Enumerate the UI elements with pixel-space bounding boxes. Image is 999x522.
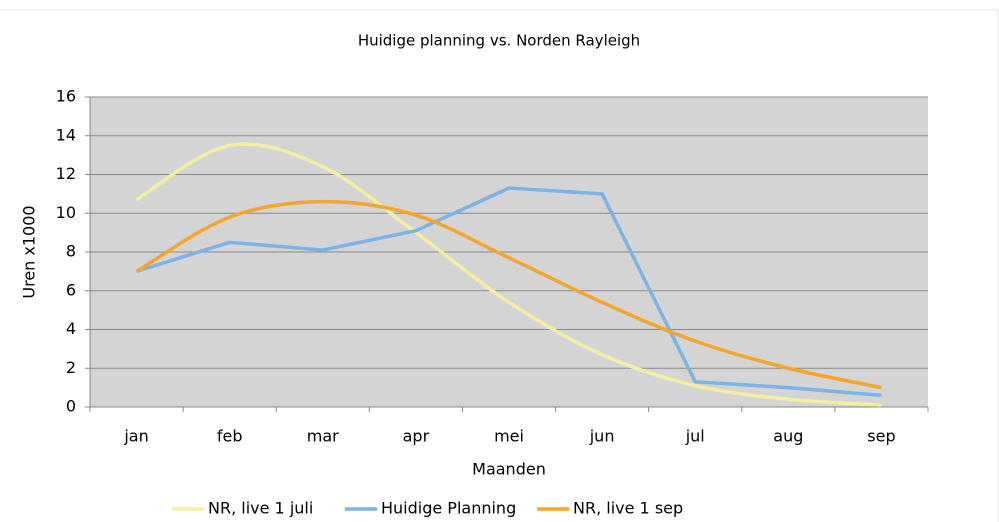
x-tick-label: mei — [494, 427, 524, 446]
chart-title: Huidige planning vs. Norden Rayleigh — [358, 32, 640, 50]
y-tick-label: 4 — [66, 319, 76, 338]
line — [136, 186, 882, 398]
legend-label: NR, live 1 sep — [573, 499, 683, 518]
x-axis-label: Maanden — [472, 460, 546, 479]
y-tick-label: 10 — [56, 203, 76, 222]
y-tick-label: 12 — [56, 164, 76, 183]
y-axis-label: Uren x1000 — [20, 205, 39, 298]
x-tick-label: jan — [123, 427, 148, 446]
legend-label: Huidige Planning — [381, 499, 516, 518]
x-tick-label: jul — [685, 427, 705, 446]
line — [135, 142, 882, 407]
x-tick-label: feb — [217, 427, 243, 446]
y-tick-label: 2 — [66, 358, 76, 377]
x-tick-label: jun — [589, 427, 615, 446]
x-tick-label: mar — [307, 427, 339, 446]
x-tick-label: aug — [773, 427, 803, 446]
x-tick-label: sep — [867, 427, 895, 446]
y-tick-label: 6 — [66, 280, 76, 299]
y-tick-label: 14 — [56, 125, 76, 144]
y-tick-label: 8 — [66, 242, 76, 261]
line — [135, 199, 882, 390]
y-tick-label: 16 — [56, 87, 76, 106]
x-tick-label: apr — [403, 427, 430, 446]
legend-label: NR, live 1 juli — [208, 499, 313, 518]
y-tick-label: 0 — [66, 397, 76, 416]
